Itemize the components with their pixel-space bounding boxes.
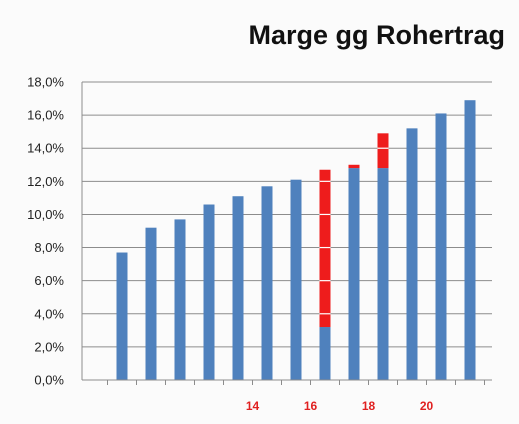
y-axis-tick-labels: 0,0% 2,0% 4,0% 6,0% 8,0% 10,0% 12,0% 14,0% 16,0%… bbox=[27, 75, 64, 388]
highlight-overlay bbox=[319, 169, 331, 328]
bar bbox=[290, 179, 302, 380]
y-tick-label: 14,0% bbox=[27, 141, 64, 156]
bar bbox=[377, 168, 389, 380]
y-tick-label: 0,0% bbox=[34, 373, 64, 388]
bar bbox=[174, 219, 186, 380]
bar bbox=[348, 168, 360, 380]
x-axis-tick-labels: 14 16 18 20 bbox=[246, 399, 434, 413]
y-tick-label: 16,0% bbox=[27, 108, 64, 123]
x-axis bbox=[81, 82, 492, 385]
bar bbox=[261, 186, 273, 380]
bar bbox=[464, 100, 476, 380]
highlight-overlays bbox=[319, 133, 389, 328]
bar bbox=[116, 252, 128, 380]
y-tick-label: 18,0% bbox=[27, 75, 64, 90]
bar bbox=[145, 227, 157, 380]
x-tick-label: 16 bbox=[304, 399, 318, 413]
y-tick-label: 8,0% bbox=[34, 240, 64, 255]
y-tick-label: 2,0% bbox=[34, 339, 64, 354]
x-tick-label: 20 bbox=[420, 399, 434, 413]
highlight-overlay bbox=[377, 133, 389, 169]
y-tick-label: 6,0% bbox=[34, 273, 64, 288]
bar bbox=[406, 128, 418, 380]
bar bbox=[232, 196, 244, 380]
y-tick-label: 4,0% bbox=[34, 306, 64, 321]
bar bbox=[435, 113, 447, 380]
y-tick-label: 10,0% bbox=[27, 207, 64, 222]
bars bbox=[116, 100, 476, 380]
bar bbox=[319, 327, 331, 380]
bar bbox=[203, 204, 215, 380]
highlight-overlay bbox=[348, 164, 360, 169]
y-tick-label: 12,0% bbox=[27, 174, 64, 189]
gridlines bbox=[82, 81, 492, 348]
chart-title: Marge gg Rohertrag bbox=[248, 20, 505, 50]
x-tick-label: 14 bbox=[246, 399, 260, 413]
x-tick-label: 18 bbox=[362, 399, 376, 413]
